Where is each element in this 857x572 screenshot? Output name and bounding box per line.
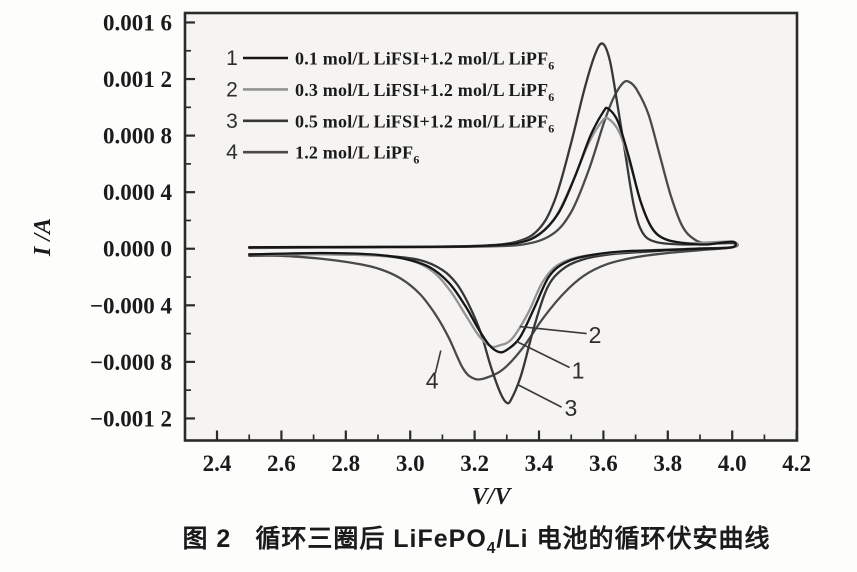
caption-text-part2: /Li 电池的循环伏安曲线 xyxy=(496,525,771,553)
x-axis-title: V/V xyxy=(472,484,513,510)
legend-label-subscript: 6 xyxy=(413,153,419,167)
annotation-label-4: 4 xyxy=(426,367,439,393)
annotation-label-3: 3 xyxy=(564,395,577,421)
annotation-leader-line-2 xyxy=(519,325,587,335)
figure-number: 图 2 xyxy=(182,525,232,553)
caption-text-part1: 循环三圈后 LiFePO xyxy=(255,525,487,553)
axis-ticks xyxy=(186,21,798,440)
legend-item-3: 3 0.5 mol/L LiFSI+1.2 mol/L LiPF6 xyxy=(226,110,554,136)
curve-1 xyxy=(248,106,737,354)
legend-number: 4 xyxy=(226,141,238,164)
caption-text: 循环三圈后 LiFePO4/Li 电池的循环伏安曲线 xyxy=(255,525,771,557)
x-tick-label: 3.6 xyxy=(589,451,618,476)
x-tick-labels: 2.4 2.6 2.8 3.0 3.2 3.4 3.6 3.8 4.0 4.2 xyxy=(203,451,811,476)
x-tick-label: 4.0 xyxy=(718,451,747,476)
y-tick-labels: 0.001 6 0.001 2 0.000 8 0.000 4 0.000 0 −0.00… xyxy=(90,10,173,431)
x-tick-label: 3.8 xyxy=(653,451,682,476)
caption-subscript: 4 xyxy=(486,540,497,557)
legend-label-subscript: 6 xyxy=(548,59,554,73)
cv-curves xyxy=(248,42,739,405)
y-tick-label: 0.001 2 xyxy=(103,67,172,92)
y-tick-label: 0.001 6 xyxy=(103,10,172,35)
legend-label: 1.2 mol/L LiPF6 xyxy=(295,143,420,167)
legend-number: 1 xyxy=(226,47,238,70)
x-tick-label: 2.4 xyxy=(203,451,232,476)
x-tick-label: 2.6 xyxy=(267,451,296,476)
legend-number: 3 xyxy=(226,110,238,133)
x-tick-label: 2.8 xyxy=(331,451,360,476)
plot-frame xyxy=(183,11,799,442)
legend-item-4: 4 1.2 mol/L LiPF6 xyxy=(226,141,419,167)
legend-number: 2 xyxy=(226,78,238,101)
annotation-leader-line-3 xyxy=(517,383,562,408)
y-tick-label: −0.001 2 xyxy=(90,406,172,431)
x-tick-label: 3.4 xyxy=(525,451,554,476)
x-tick-label: 4.2 xyxy=(782,451,811,476)
y-tick-label: 0.000 8 xyxy=(103,124,172,149)
figure-caption: 图 2 循环三圈后 LiFePO4/Li 电池的循环伏安曲线 xyxy=(0,519,857,558)
x-tick-label: 3.0 xyxy=(396,451,425,476)
annotation-leader-line-4 xyxy=(434,350,442,374)
y-axis-title: I /A xyxy=(30,218,56,257)
y-tick-label: 0.000 0 xyxy=(103,237,172,262)
y-tick-label: 0.000 4 xyxy=(103,180,173,205)
curve-annotations: 12 3 4 xyxy=(426,322,602,421)
legend-label-subscript: 6 xyxy=(548,121,554,135)
y-tick-label: −0.000 4 xyxy=(90,293,173,318)
annotation-label-2: 2 xyxy=(589,322,602,348)
legend-label-subscript: 6 xyxy=(548,90,554,104)
y-tick-label: −0.000 8 xyxy=(90,350,172,375)
annotation-leader-line-1 xyxy=(516,340,570,369)
legend-label: 0.5 mol/L LiFSI+1.2 mol/L LiPF6 xyxy=(295,111,555,135)
cv-chart: 2.4 2.6 2.8 3.0 3.2 3.4 3.6 3.8 4.0 4.20.001 60.0… xyxy=(30,10,811,510)
annotation-label-1: 1 xyxy=(572,357,585,383)
legend-label: 0.3 mol/L LiFSI+1.2 mol/L LiPF6 xyxy=(295,80,555,104)
legend-item-2: 2 0.3 mol/L LiFSI+1.2 mol/L LiPF6 xyxy=(226,78,554,104)
x-tick-label: 3.2 xyxy=(460,451,489,476)
